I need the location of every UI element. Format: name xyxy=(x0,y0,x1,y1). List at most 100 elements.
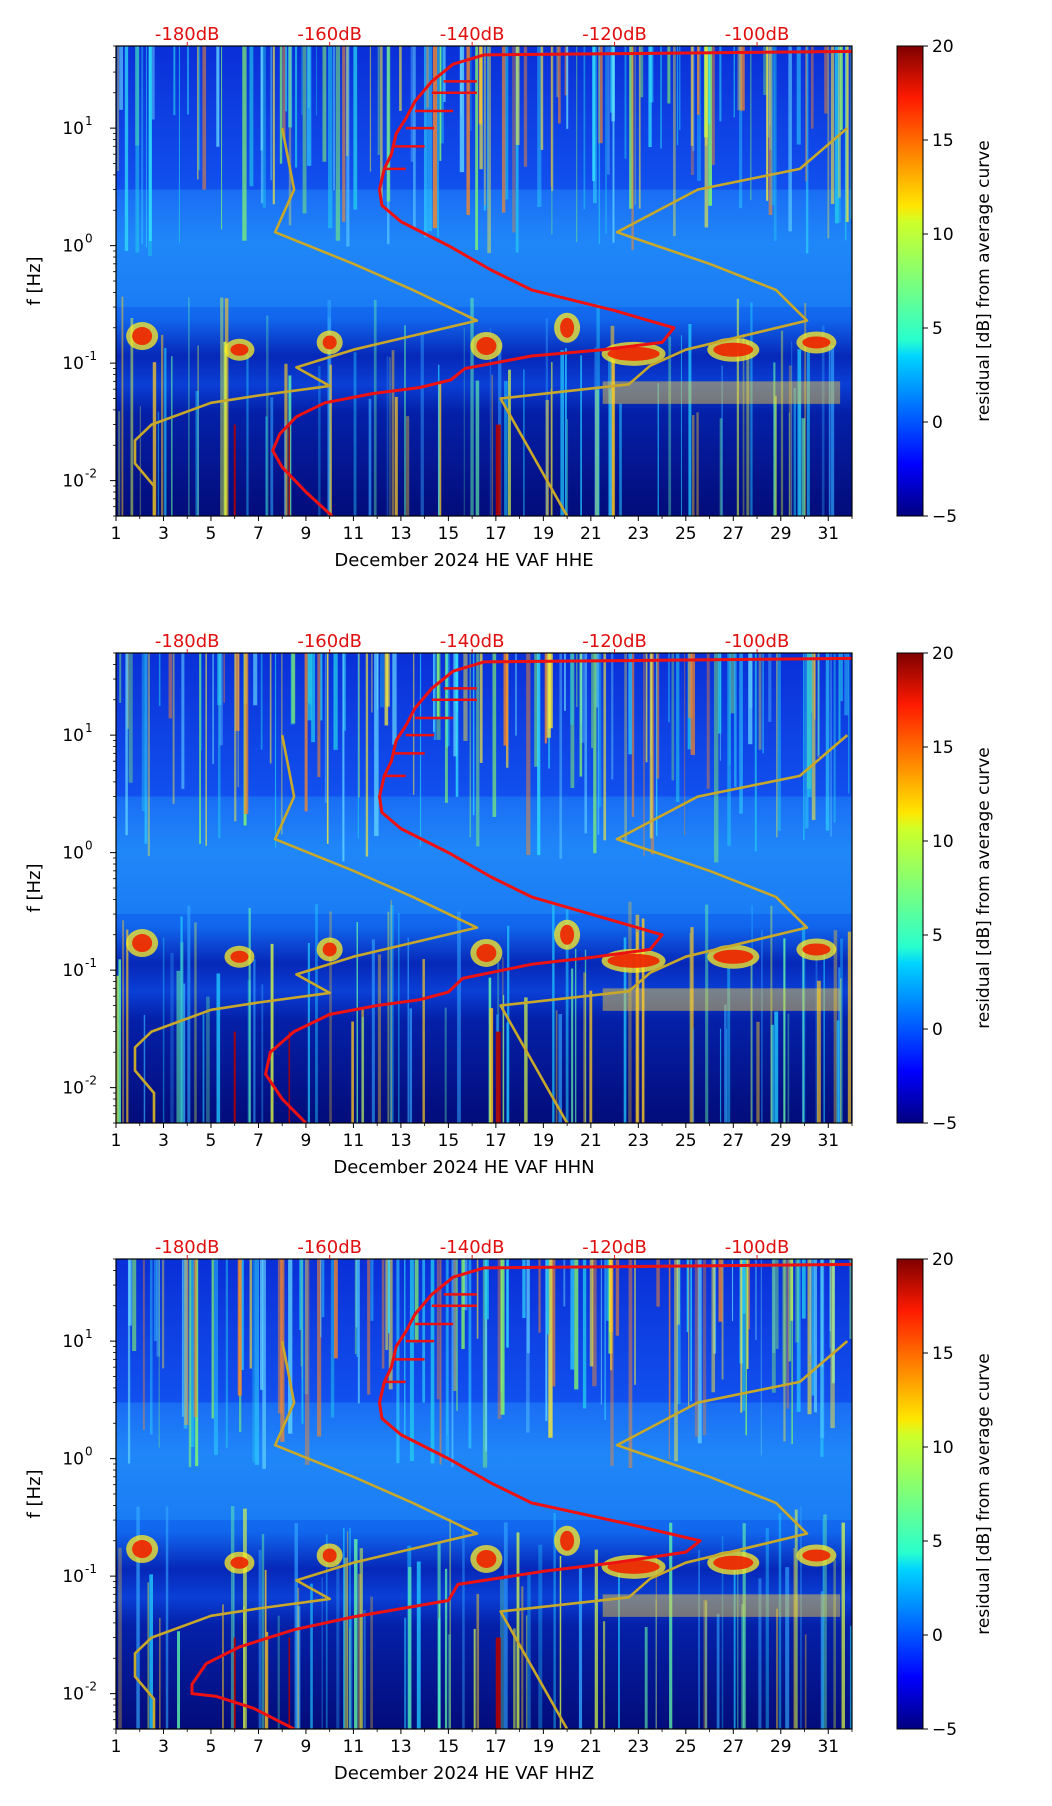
hf-streak xyxy=(805,46,809,254)
hf-streak xyxy=(254,1259,260,1465)
lp-streak xyxy=(187,905,191,1123)
microseism-hotspot xyxy=(476,943,497,962)
microseism-hotspot xyxy=(560,1530,575,1551)
lp-streak xyxy=(736,1555,739,1729)
lp-streak xyxy=(321,1577,323,1729)
lp-streak xyxy=(444,1568,448,1729)
lp-streak xyxy=(265,416,268,516)
x-tick-label: 5 xyxy=(206,1737,217,1757)
lp-streak xyxy=(223,341,227,516)
lp-streak xyxy=(266,1631,269,1729)
hf-streak xyxy=(288,46,293,128)
hf-streak xyxy=(708,46,713,206)
hf-streak xyxy=(461,1259,465,1349)
hf-streak xyxy=(330,1259,335,1418)
hf-streak xyxy=(610,1259,614,1466)
hf-streak xyxy=(523,46,528,167)
hf-streak xyxy=(824,46,828,114)
lp-streak xyxy=(315,904,318,1123)
hf-streak xyxy=(694,1259,699,1437)
hf-streak xyxy=(522,1259,526,1319)
hf-streak xyxy=(687,653,693,718)
lp-streak xyxy=(618,1573,620,1729)
lp-streak xyxy=(206,996,210,1123)
hf-streak xyxy=(219,653,223,746)
hf-streak xyxy=(392,653,397,745)
x-tick-label: 27 xyxy=(722,524,744,544)
hf-streak xyxy=(342,46,346,222)
hf-streak xyxy=(548,653,553,729)
lp-streak xyxy=(833,930,838,1123)
hf-streak xyxy=(739,46,743,209)
hf-streak xyxy=(830,653,832,837)
hf-streak xyxy=(399,46,402,111)
hf-streak xyxy=(475,46,479,250)
lp-streak xyxy=(555,1010,558,1123)
lp-streak xyxy=(261,984,264,1123)
x-tick-label: 23 xyxy=(628,1737,650,1757)
lp-streak xyxy=(705,904,709,1123)
hf-streak xyxy=(807,1259,812,1415)
lp-streak xyxy=(800,1506,802,1729)
lp-streak xyxy=(566,419,569,516)
lp-streak xyxy=(195,390,199,516)
hf-streak xyxy=(801,1259,806,1319)
hf-streak xyxy=(487,46,491,254)
hf-streak xyxy=(690,1259,692,1402)
hf-streak xyxy=(342,653,345,862)
hf-streak xyxy=(629,46,634,209)
y-tick-label-exponent: 1 xyxy=(85,1327,93,1341)
hf-streak xyxy=(791,1259,793,1444)
hf-streak xyxy=(128,653,133,783)
lp-streak xyxy=(833,1559,836,1729)
hf-streak xyxy=(730,653,735,714)
hf-streak xyxy=(161,1259,165,1369)
hf-streak xyxy=(604,1259,606,1420)
lp-streak xyxy=(793,1548,795,1729)
lp-streak xyxy=(761,930,763,1123)
lp-streak xyxy=(611,360,616,516)
y-tick-label-base: 10 xyxy=(62,1450,84,1470)
hf-streak xyxy=(142,1259,145,1431)
x-tick-label: 13 xyxy=(390,1737,412,1757)
lp-streak xyxy=(596,304,600,516)
hf-streak xyxy=(386,46,391,202)
lp-streak xyxy=(336,1553,340,1729)
lp-streak xyxy=(742,1523,746,1729)
hf-streak xyxy=(299,1259,302,1331)
hf-streak xyxy=(748,1259,750,1330)
hf-streak xyxy=(479,46,483,170)
x-tick-label: 7 xyxy=(253,1737,264,1757)
hf-streak xyxy=(385,1259,389,1351)
colorbar-tick-label: 10 xyxy=(932,1438,954,1458)
lp-streak xyxy=(143,1014,146,1123)
lp-streak xyxy=(641,918,645,1123)
hf-streak xyxy=(719,46,722,122)
x-tick-label: 3 xyxy=(158,1131,169,1151)
lp-streak xyxy=(162,937,165,1123)
y-tick-label-base: 10 xyxy=(62,844,84,864)
lp-streak xyxy=(473,1628,476,1729)
hf-streak xyxy=(645,653,648,763)
hf-streaks xyxy=(127,1259,852,1469)
hf-streak xyxy=(684,653,686,836)
hf-streak xyxy=(432,46,438,229)
y-tick-label-exponent: -2 xyxy=(85,1680,97,1694)
event-column xyxy=(288,424,291,516)
hf-streak xyxy=(537,46,542,208)
hf-streak xyxy=(615,1259,620,1336)
lp-streak xyxy=(157,411,160,516)
hf-streak xyxy=(205,653,207,846)
x-tick-label: 23 xyxy=(628,524,650,544)
hf-streak xyxy=(288,1259,293,1434)
microseism-hotspot xyxy=(322,1548,337,1563)
lp-streak xyxy=(503,1522,508,1729)
hf-streak xyxy=(770,46,775,206)
hf-streak xyxy=(805,46,807,182)
lp-streak xyxy=(398,913,400,1123)
lp-streak xyxy=(806,352,810,516)
noise-model-curve xyxy=(133,1340,479,1729)
hf-streak xyxy=(807,653,812,798)
hf-streak xyxy=(671,653,675,781)
